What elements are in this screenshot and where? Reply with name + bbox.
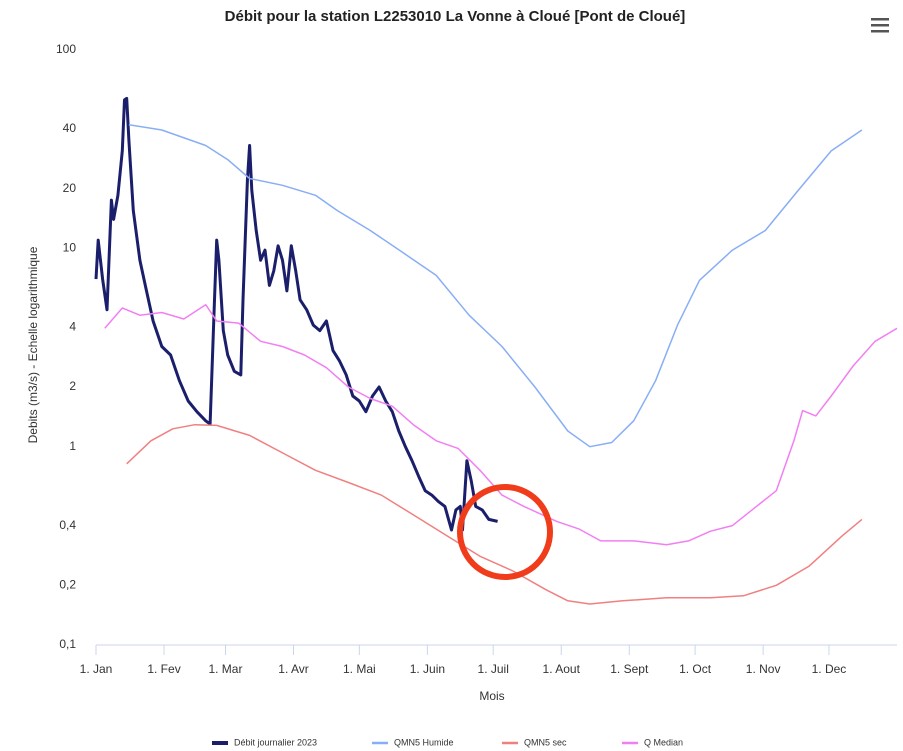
y-tick-label: 0,4 (59, 518, 76, 532)
plot-area: 0,1 0,2 0,4 1 2 4 10 20 40 100 1. Jan 1. Fev 1. Mar 1… (56, 42, 898, 676)
x-axis-label: Mois (479, 689, 504, 703)
legend-label: QMN5 Humide (394, 737, 454, 747)
highlight-circle (457, 484, 553, 580)
x-tick-label: 1. Juin (410, 662, 445, 676)
x-tick-label: 1. Avr (278, 662, 308, 676)
series-line (94, 96, 498, 532)
legend-label: Q Median (644, 737, 683, 747)
x-tick-label: 1. Mai (343, 662, 376, 676)
y-tick-label: 1 (69, 439, 76, 453)
y-tick-label: 40 (63, 121, 77, 135)
y-tick-label: 2 (69, 379, 76, 393)
x-tick-label: 1. Sept (610, 662, 649, 676)
y-tick-label: 0,2 (59, 577, 76, 591)
x-tick-label: 1. Dec (812, 662, 847, 676)
menu-button[interactable] (868, 13, 892, 37)
x-tick-label: 1. Nov (746, 662, 781, 676)
y-tick-label: 100 (56, 42, 76, 56)
menu-bar[interactable] (871, 24, 889, 27)
legend: Débit journalier 2023 QMN5 Humide QMN5 sec… (212, 737, 683, 747)
series-line (104, 303, 898, 546)
x-tick-label: 1. Fev (147, 662, 180, 676)
menu-bar[interactable] (871, 18, 889, 21)
x-tick-label: 1. Mar (208, 662, 242, 676)
y-tick-label: 10 (63, 241, 77, 255)
series-line (126, 423, 863, 605)
y-tick-label: 20 (63, 181, 77, 195)
legend-label: QMN5 sec (524, 737, 567, 747)
x-tick-label: 1. Aout (543, 662, 581, 676)
x-tick-label: 1. Juil (478, 662, 509, 676)
y-tick-label: 0,1 (59, 637, 76, 651)
legend-label: Débit journalier 2023 (234, 737, 317, 747)
menu-bar[interactable] (871, 30, 889, 33)
chart-title: Débit pour la station L2253010 La Vonne … (225, 8, 686, 25)
y-axis-label: Debits (m3/s) - Echelle logarithmique (26, 246, 40, 443)
x-tick-label: 1. Jan (80, 662, 113, 676)
y-tick-label: 4 (69, 319, 76, 333)
series-line (128, 123, 863, 448)
x-tick-label: 1. Oct (679, 662, 712, 676)
